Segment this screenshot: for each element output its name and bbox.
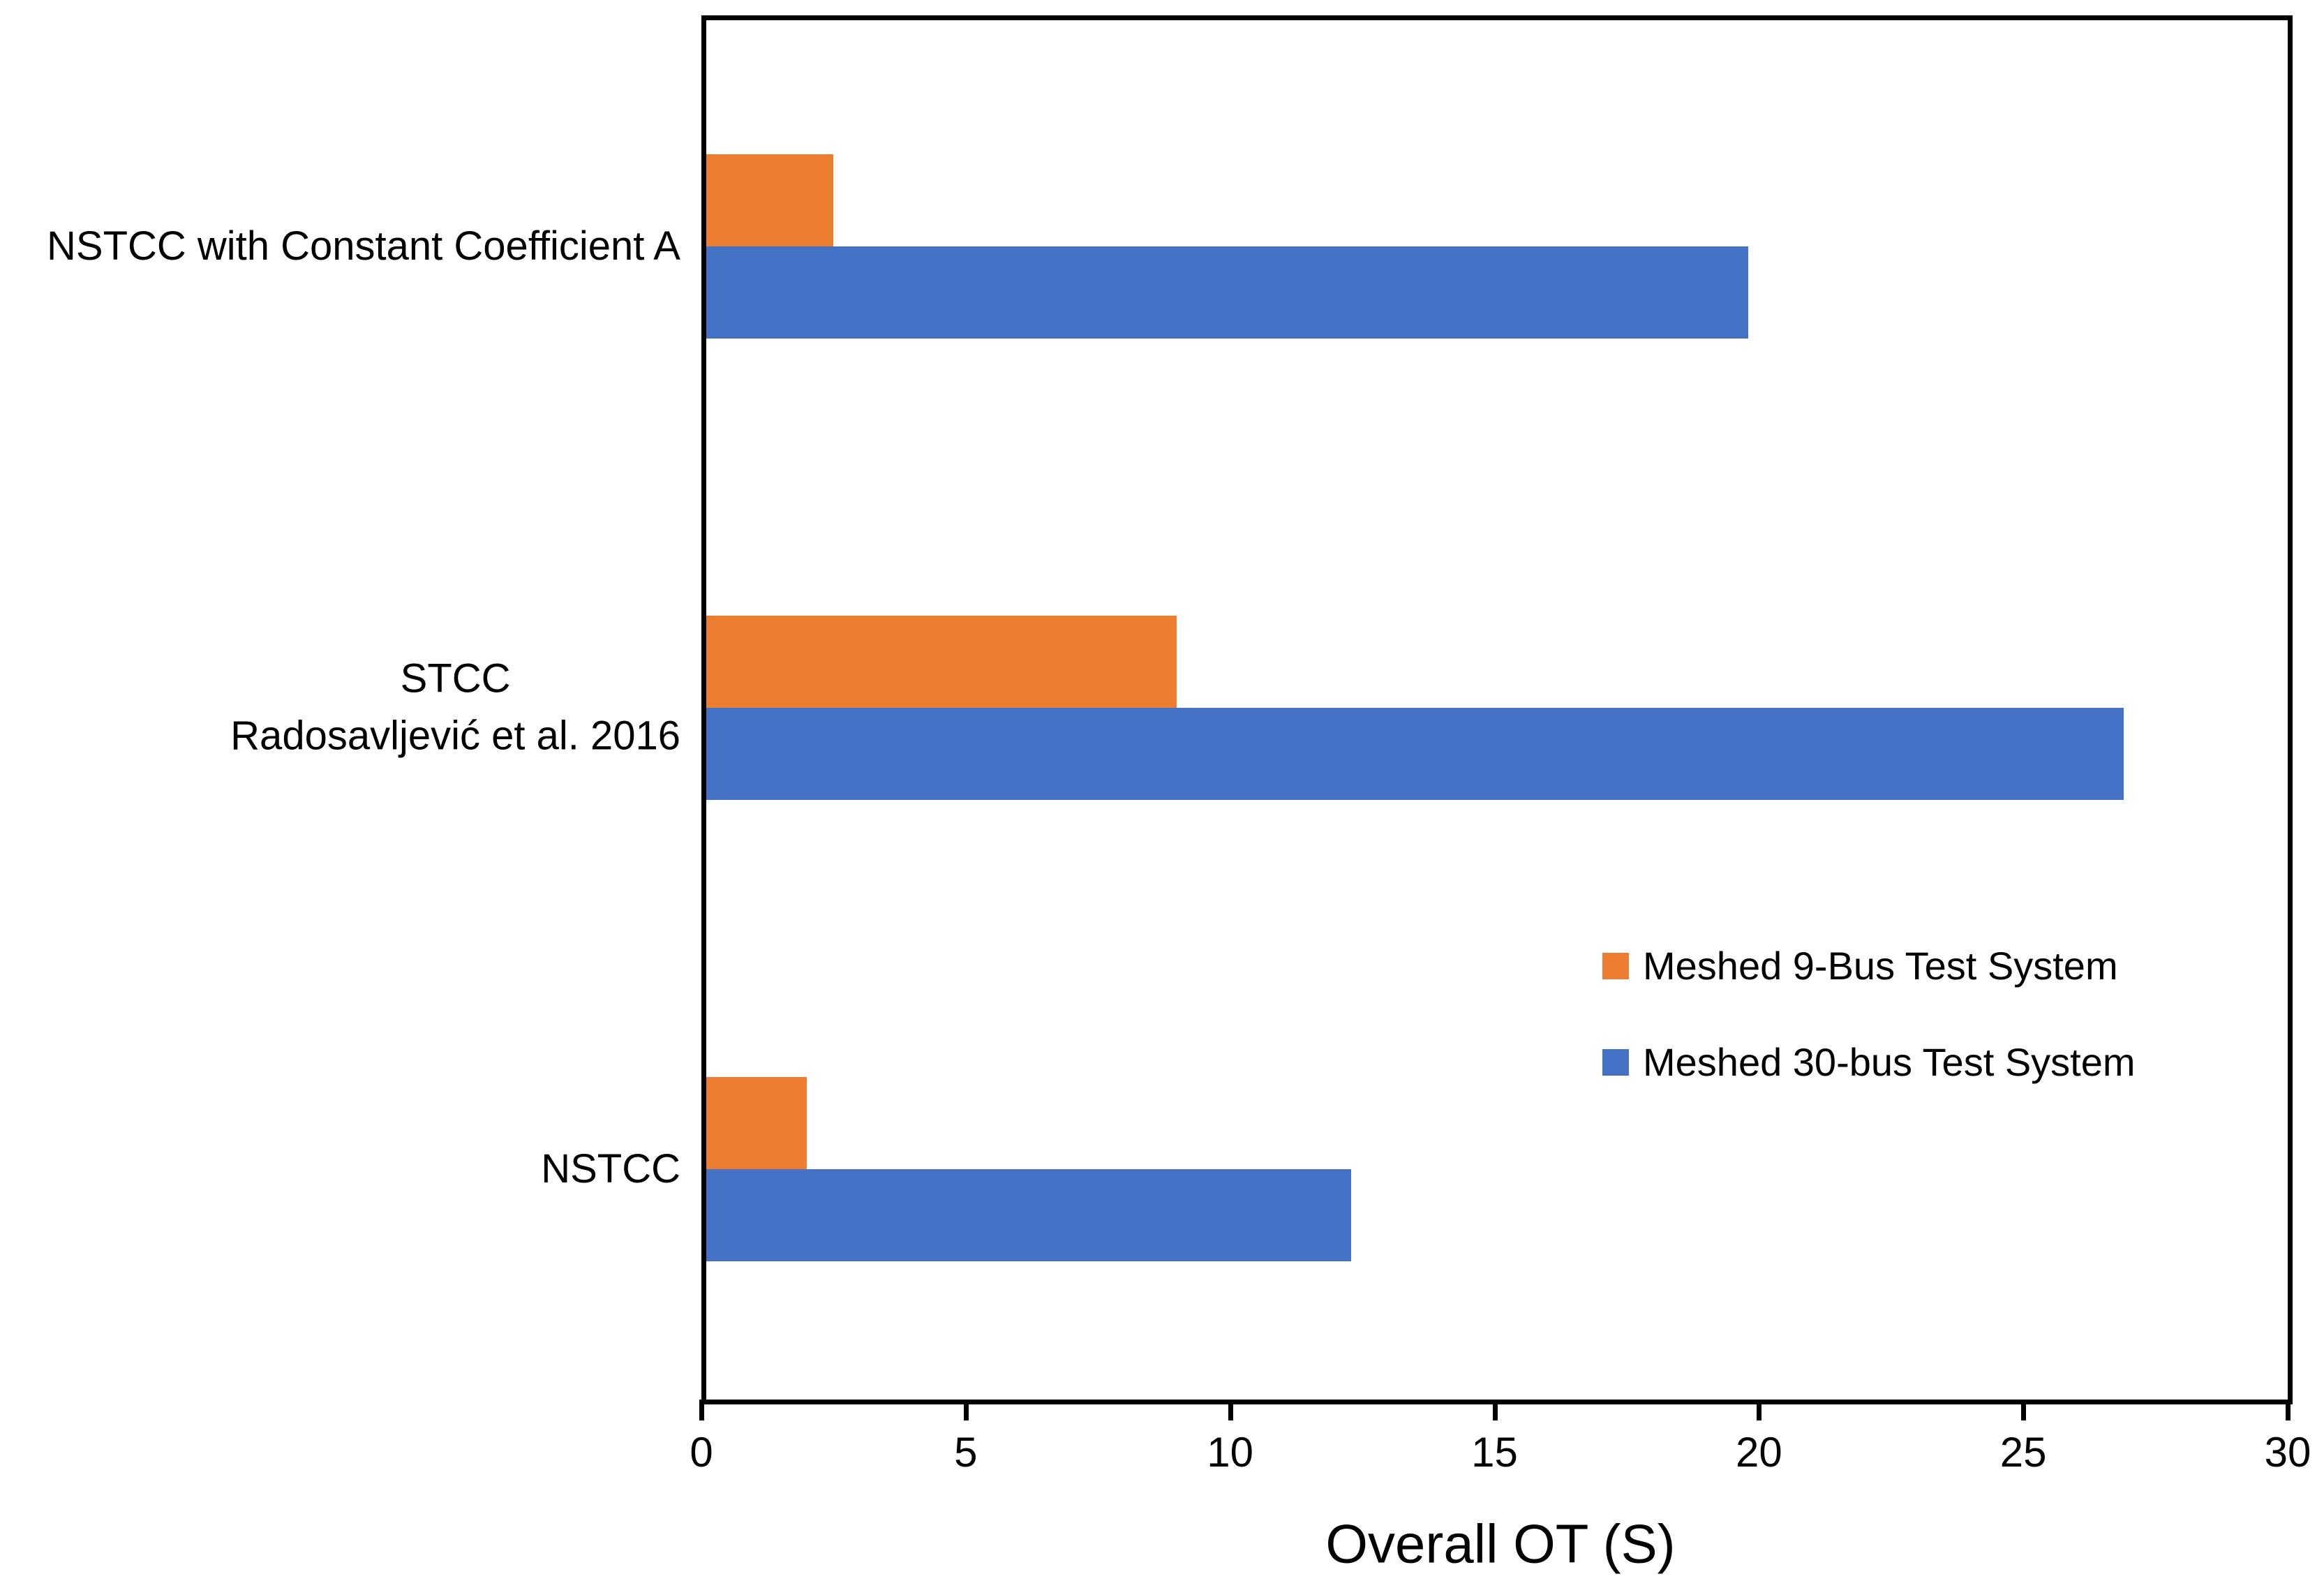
x-axis-tick — [1492, 1400, 1498, 1420]
category-label-line: NSTCC — [541, 1145, 680, 1192]
x-tick-label: 0 — [690, 1429, 713, 1476]
x-tick-label: 30 — [2264, 1429, 2311, 1476]
category-label-3: NSTCC — [541, 1140, 680, 1197]
bar-series1-cat1 — [706, 154, 833, 246]
bar-series1-cat3 — [706, 1076, 807, 1169]
bar-series2-cat1 — [706, 246, 1748, 339]
category-label-line: STCC — [400, 655, 511, 702]
category-label-line: NSTCC with Constant Coefficient A — [47, 223, 680, 269]
legend-label: Meshed 9-Bus Test System — [1643, 944, 2118, 988]
legend-item-1: Meshed 9-Bus Test System — [1602, 947, 2118, 986]
x-axis-title: Overall OT (S) — [1325, 1513, 1676, 1575]
bar-series2-cat2 — [706, 707, 2124, 800]
x-tick-label: 25 — [1999, 1429, 2047, 1476]
legend-swatch — [1602, 1049, 1629, 1076]
legend-label: Meshed 30-bus Test System — [1643, 1040, 2136, 1084]
category-label-line: Radosavljević et al. 2016 — [230, 713, 680, 759]
x-tick-label: 10 — [1207, 1429, 1254, 1476]
category-label-2: STCC Radosavljević et al. 2016 — [230, 650, 680, 765]
plot-area — [701, 15, 2293, 1404]
legend-item-2: Meshed 30-bus Test System — [1602, 1043, 2136, 1082]
legend-swatch — [1602, 953, 1629, 979]
x-axis-tick — [1757, 1400, 1762, 1420]
x-axis-tick — [963, 1400, 969, 1420]
bar-series1-cat2 — [706, 615, 1177, 708]
x-axis-tick — [2021, 1400, 2027, 1420]
x-tick-label: 5 — [954, 1429, 978, 1476]
x-tick-label: 20 — [1735, 1429, 1782, 1476]
x-axis-tick — [1228, 1400, 1233, 1420]
x-axis-tick — [2286, 1400, 2291, 1420]
category-label-1: NSTCC with Constant Coefficient A — [47, 217, 680, 274]
x-tick-label: 15 — [1471, 1429, 1518, 1476]
x-axis-tick — [699, 1400, 704, 1420]
bar-series2-cat3 — [706, 1168, 1352, 1261]
